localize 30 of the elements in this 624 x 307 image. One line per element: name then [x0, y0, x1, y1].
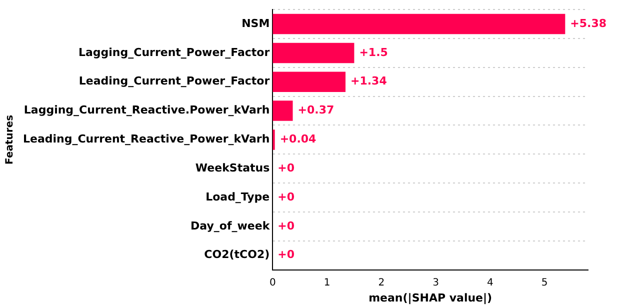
data-label: +0: [278, 161, 295, 174]
x-tick-label: 2: [378, 277, 385, 288]
y-tick-label: WeekStatus: [195, 161, 270, 174]
y-tick-label: Leading_Current_Power_Factor: [78, 74, 270, 88]
bar: [272, 72, 346, 92]
x-tick-label: 3: [432, 277, 439, 288]
y-tick-label: CO2(tCO2): [204, 248, 270, 262]
y-tick-label: Lagging_Current_Power_Factor: [78, 46, 270, 59]
x-tick-label: 0: [269, 277, 276, 288]
bar: [272, 100, 293, 121]
x-tick-label: 4: [486, 277, 494, 288]
data-label: +0: [278, 248, 295, 262]
y-tick-label: Leading_Current_Reactive_Power_kVarh: [22, 132, 270, 146]
data-label: +0: [278, 190, 295, 204]
x-tick-label: 1: [324, 277, 330, 288]
data-label: +0.04: [280, 132, 317, 146]
bar: [272, 14, 566, 34]
x-axis-title: mean(|SHAP value|): [368, 291, 492, 304]
y-tick-label: NSM: [242, 16, 270, 30]
data-label: +0.37: [298, 104, 334, 117]
data-label: +5.38: [570, 16, 607, 30]
data-label: +1.34: [350, 74, 388, 88]
bar: [272, 42, 354, 64]
y-tick-label: Lagging_Current_Reactive.Power_kVarh: [24, 104, 270, 117]
y-axis-title: Features: [4, 114, 16, 164]
x-tick-label: 5: [541, 277, 548, 288]
data-label: +0: [278, 219, 295, 232]
y-tick-label: Load_Type: [206, 190, 270, 204]
y-tick-label: Day_of_week: [190, 219, 270, 232]
data-label: +1.5: [359, 46, 388, 59]
